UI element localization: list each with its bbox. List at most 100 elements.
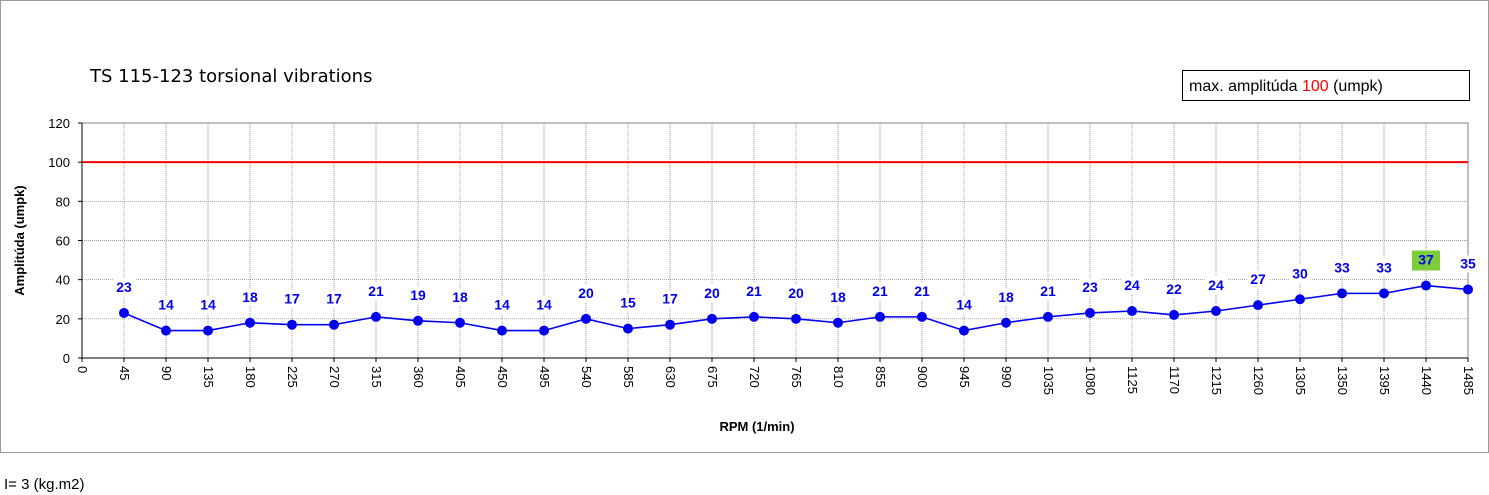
data-point (1043, 311, 1053, 322)
data-label-bg (1457, 255, 1479, 273)
data-label: 27 (1250, 271, 1266, 287)
data-label-bg (743, 282, 765, 300)
data-point (791, 313, 801, 324)
data-label-bg (1205, 277, 1227, 294)
data-label-bg (365, 282, 387, 300)
x-tick-label: 225 (285, 366, 300, 388)
data-label: 14 (200, 297, 216, 313)
x-tick-label: 1440 (1419, 366, 1434, 395)
x-tick-label: 1125 (1125, 366, 1140, 394)
data-point (1253, 300, 1263, 311)
footer-note: I= 3 (kg.m2) (4, 476, 85, 493)
data-point (1379, 288, 1389, 299)
data-label-bg (323, 290, 345, 308)
legend-box: max. amplitúda 100 (umpk) (1182, 70, 1470, 101)
x-tick-label: 405 (453, 366, 468, 388)
data-label: 30 (1292, 265, 1308, 281)
data-label: 15 (620, 295, 636, 311)
x-tick-label: 1215 (1209, 366, 1224, 395)
data-label-bg (911, 282, 933, 300)
x-tick-label: 270 (327, 366, 342, 388)
data-label: 18 (242, 289, 258, 305)
data-label: 14 (956, 297, 972, 313)
data-point (1169, 309, 1179, 320)
legend-suffix: (umpk) (1328, 78, 1383, 95)
data-point (287, 319, 297, 330)
data-point (1211, 306, 1221, 316)
data-point (917, 311, 927, 322)
data-label: 18 (830, 289, 846, 305)
data-point (1001, 317, 1011, 328)
x-tick-label: 1395 (1377, 366, 1392, 395)
y-tick-label: 80 (56, 194, 70, 209)
data-label: 33 (1334, 259, 1350, 275)
x-tick-label: 990 (999, 366, 1014, 388)
x-tick-label: 630 (663, 366, 678, 388)
x-tick-label: 1350 (1335, 366, 1350, 395)
x-tick-label: 900 (915, 366, 930, 388)
data-point (539, 325, 549, 336)
data-label: 23 (1082, 279, 1098, 295)
data-label-bg (1121, 277, 1143, 294)
data-label: 17 (284, 291, 300, 307)
chart-plot: 0 20 40 60 80 100 120 0 45 90 135 180 225 270 315 360 40… (12, 116, 1479, 434)
x-tick-label: 540 (579, 366, 594, 388)
data-label-bg (785, 284, 807, 302)
data-label: 17 (326, 291, 342, 307)
data-label: 20 (788, 285, 804, 301)
data-label: 14 (536, 297, 552, 313)
data-label: 37 (1418, 252, 1434, 268)
x-tick-label: 450 (495, 366, 510, 388)
data-point (371, 311, 381, 322)
data-label: 18 (998, 289, 1014, 305)
x-axis-title: RPM (1/min) (719, 419, 794, 434)
data-point (1295, 294, 1305, 305)
data-label: 14 (494, 297, 510, 313)
data-label-bg (197, 296, 219, 314)
data-label-bg (869, 282, 891, 300)
x-tick-label: 45 (117, 366, 132, 380)
data-point (119, 307, 129, 318)
data-label-bg (1289, 265, 1311, 283)
x-tick-label: 0 (75, 366, 90, 373)
x-tick-label: 1035 (1041, 366, 1056, 395)
data-label-highlight (1412, 250, 1440, 271)
x-tick-label: 135 (201, 366, 216, 388)
x-tick-label: 315 (369, 366, 384, 388)
data-point (1127, 306, 1137, 316)
data-label: 33 (1376, 259, 1392, 275)
x-tick-label: 90 (159, 366, 174, 380)
x-tick-label: 1305 (1293, 366, 1308, 395)
data-label: 20 (704, 285, 720, 301)
data-label-bg (995, 288, 1017, 306)
data-point (1085, 307, 1095, 318)
data-label: 21 (872, 283, 888, 299)
data-label: 23 (116, 279, 132, 295)
y-axis-title: Amplitúda (umpk) (12, 185, 27, 296)
data-label-bg (701, 284, 723, 302)
data-label: 19 (410, 287, 426, 303)
data-point (707, 313, 717, 324)
data-label-bg (533, 296, 555, 314)
data-point (455, 317, 465, 328)
x-tick-label: 765 (789, 366, 804, 388)
data-point (1421, 280, 1431, 291)
data-point (497, 325, 507, 336)
data-point (245, 317, 255, 328)
data-label: 20 (578, 285, 594, 301)
data-label-bg (1079, 278, 1101, 296)
x-tick-label: 495 (537, 366, 552, 388)
data-point (833, 317, 843, 328)
x-tick-label: 945 (957, 366, 972, 388)
data-label: 18 (452, 289, 468, 305)
data-point (749, 311, 759, 322)
data-label: 14 (158, 297, 174, 313)
x-tick-label: 1170 (1167, 366, 1182, 394)
y-tick-label: 60 (56, 234, 70, 249)
data-point (413, 315, 423, 326)
data-label-bg (491, 296, 513, 314)
y-tick-label: 0 (63, 351, 70, 366)
data-point (581, 313, 591, 324)
data-label-bg (1373, 259, 1395, 277)
data-label-bg (449, 288, 471, 306)
